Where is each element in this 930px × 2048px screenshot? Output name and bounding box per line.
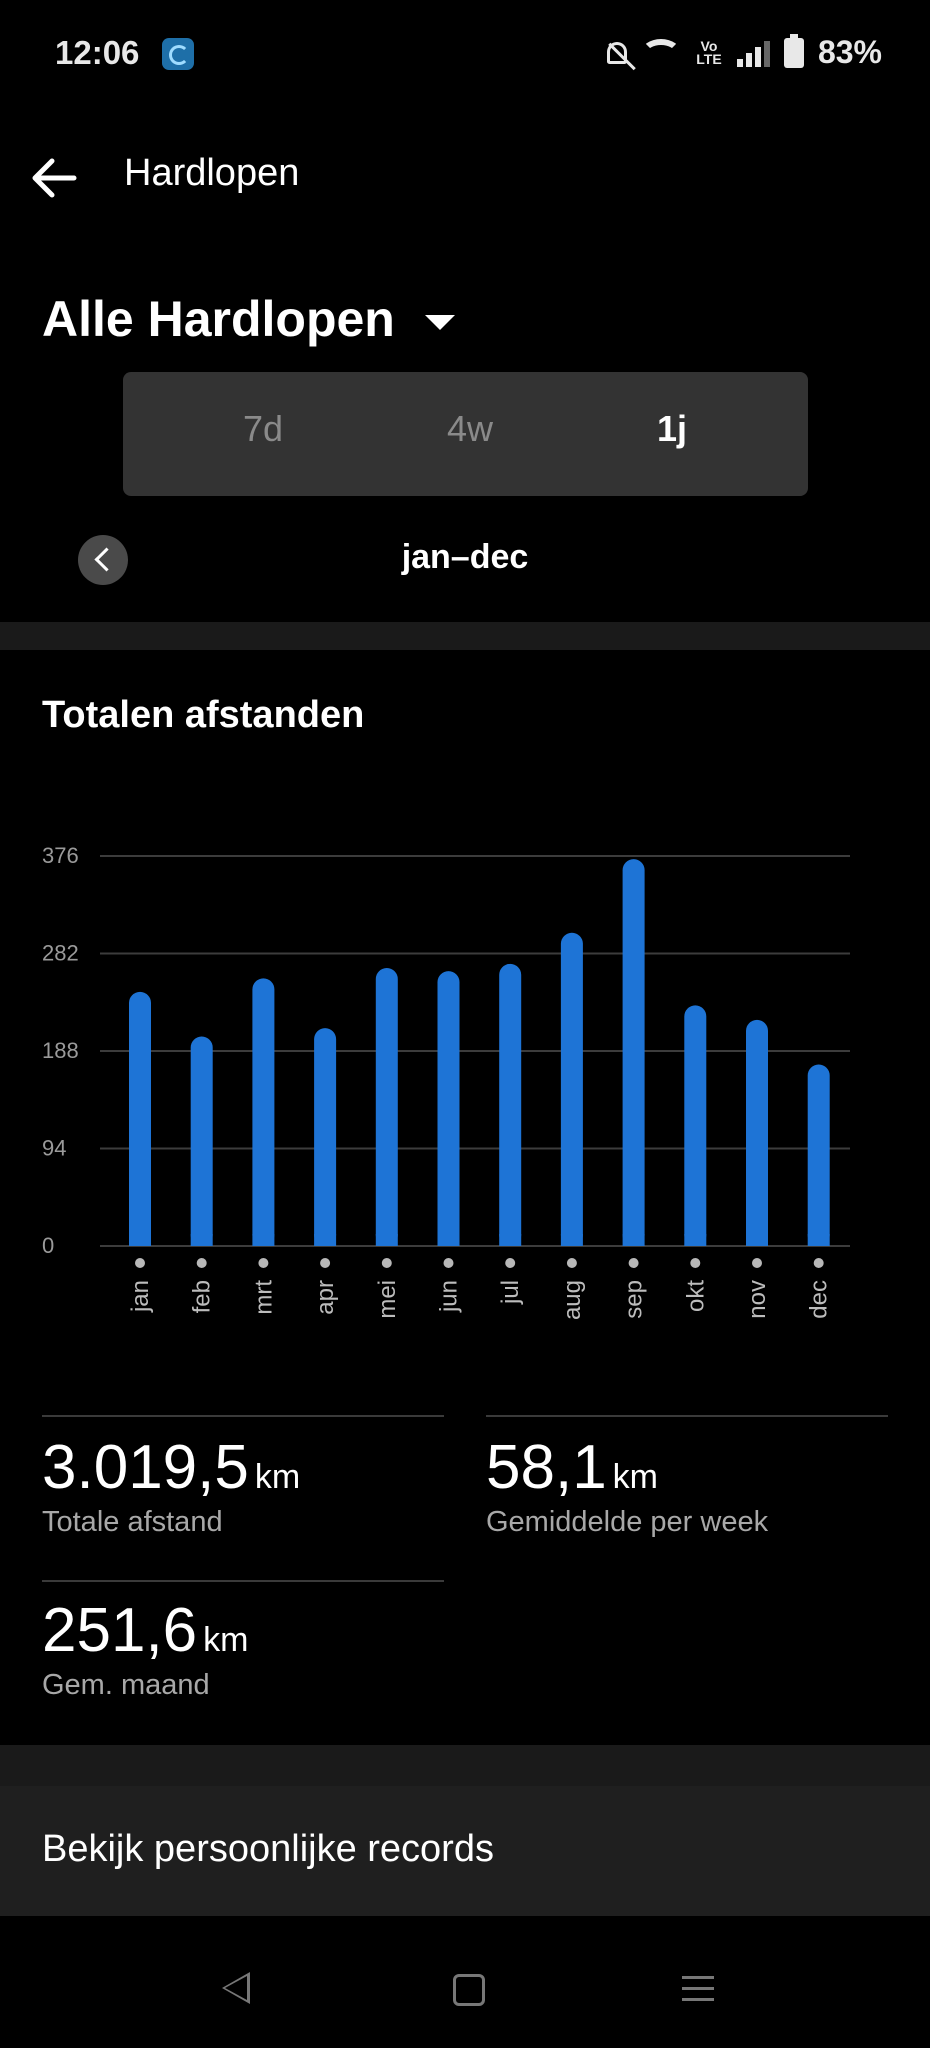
x-tick-label-jan: jan	[127, 1280, 154, 1313]
caret-down-icon	[424, 314, 455, 330]
bar-mei	[375, 968, 398, 1246]
weekly-average-value: 58,1 km	[486, 1432, 658, 1503]
y-tick-label: 376	[42, 843, 79, 868]
bar-base-apr	[314, 1234, 337, 1246]
personal-records-link[interactable]: Bekijk persoonlijke records	[0, 1786, 930, 1916]
stat-number: 58,1	[486, 1433, 607, 1502]
monthly-average-label: Gem. maand	[42, 1669, 210, 1701]
tab-1j[interactable]: 1j	[657, 408, 688, 449]
date-range-label: jan–dec	[401, 538, 529, 576]
weekly-average-label: Gemiddelde per week	[486, 1506, 769, 1538]
stat-number: 251,6	[42, 1596, 198, 1665]
bar-mrt	[252, 978, 275, 1246]
bar-jan	[129, 991, 151, 1246]
x-tick-dot	[690, 1258, 701, 1268]
bar-base-jul	[499, 1234, 522, 1246]
monthly-average-value: 251,6 km	[42, 1595, 248, 1666]
bar-feb	[190, 1036, 213, 1246]
bar-base-feb	[190, 1234, 213, 1246]
x-tick-dot	[628, 1258, 639, 1268]
y-tick-label: 0	[42, 1233, 54, 1258]
total-distance-label: Totale afstand	[42, 1506, 223, 1538]
bar-base-mei	[375, 1234, 398, 1246]
tab-4w[interactable]: 4w	[447, 408, 494, 449]
x-tick-label-feb: feb	[189, 1280, 216, 1313]
stat-unit: km	[612, 1458, 658, 1496]
bar-base-jan	[129, 1234, 151, 1246]
x-tick-label-mei: mei	[374, 1280, 401, 1319]
battery-percent: 83%	[817, 34, 882, 70]
x-tick-dot	[135, 1258, 145, 1268]
signal-icon	[736, 39, 770, 67]
bar-base-aug	[560, 1234, 583, 1246]
x-tick-dot	[566, 1258, 577, 1268]
bar-base-sep	[622, 1234, 645, 1246]
x-tick-label-sep: sep	[621, 1280, 648, 1319]
y-tick-label: 94	[42, 1136, 66, 1161]
bar-dec	[807, 1064, 830, 1246]
x-tick-label-mrt: mrt	[250, 1280, 277, 1315]
stat-divider	[42, 1415, 444, 1417]
stat-unit: km	[254, 1458, 301, 1496]
back-triangle-icon[interactable]	[222, 1972, 250, 2004]
bar-base-mrt	[252, 1234, 275, 1246]
x-tick-dot	[381, 1258, 392, 1268]
battery-icon	[783, 33, 804, 68]
period-segmented-control: 7d 4w 1j	[123, 372, 808, 496]
app-icon	[162, 38, 194, 70]
back-button[interactable]	[26, 150, 82, 206]
x-tick-dot	[813, 1258, 824, 1268]
total-distance-value: 3.019,5 km	[42, 1432, 300, 1503]
bar-jul	[499, 963, 522, 1246]
x-tick-label-dec: dec	[806, 1280, 833, 1319]
x-tick-label-jun: jun	[436, 1280, 463, 1313]
tab-7d[interactable]: 7d	[243, 408, 284, 449]
bar-okt	[684, 1005, 707, 1246]
section-divider	[0, 622, 930, 650]
bell-off-icon	[606, 41, 627, 64]
activity-dropdown[interactable]: Alle Hardlopen	[42, 290, 455, 348]
wifi-icon	[640, 38, 681, 67]
x-tick-label-okt: okt	[682, 1280, 709, 1312]
bar-sep	[622, 859, 645, 1246]
previous-period-button[interactable]	[78, 535, 128, 585]
stat-divider	[486, 1415, 888, 1417]
x-tick-dot	[752, 1258, 762, 1268]
y-tick-label: 188	[42, 1038, 79, 1063]
system-nav-bar	[0, 1936, 930, 2048]
bar-apr	[314, 1028, 337, 1246]
page-title: Hardlopen	[124, 152, 300, 194]
bar-aug	[560, 932, 583, 1246]
x-tick-label-apr: apr	[312, 1280, 339, 1315]
stat-number: 3.019,5	[42, 1433, 249, 1502]
x-tick-dot	[505, 1258, 516, 1268]
arrow-left-icon	[32, 158, 77, 198]
distance-bar-chart: 0 94 188 282 376 jan feb mrt apr mei jun jul aug sep o…	[42, 843, 850, 1320]
y-tick-label: 282	[42, 941, 79, 966]
personal-records-label: Bekijk persoonlijke records	[42, 1828, 494, 1870]
chart-title: Totalen afstanden	[42, 694, 365, 736]
x-tick-label-nov: nov	[744, 1280, 771, 1319]
x-tick-dot	[196, 1258, 207, 1268]
bar-jun	[437, 971, 460, 1246]
x-tick-dot	[258, 1258, 269, 1268]
bar-nov	[746, 1019, 768, 1246]
bar-base-jun	[437, 1234, 460, 1246]
section-divider	[0, 1745, 930, 1786]
activity-dropdown-label: Alle Hardlopen	[42, 291, 395, 347]
home-square-icon[interactable]	[453, 1974, 485, 2006]
stat-divider	[42, 1580, 444, 1582]
stat-unit: km	[203, 1621, 249, 1659]
status-icons: Vo LTE 83%	[606, 33, 882, 71]
bar-base-okt	[684, 1234, 707, 1246]
status-time: 12:06	[55, 34, 140, 71]
x-tick-label-jul: jul	[497, 1280, 524, 1305]
x-tick-label-aug: aug	[559, 1280, 586, 1320]
bar-base-nov	[746, 1234, 768, 1246]
x-tick-dot	[443, 1258, 454, 1268]
volte-icon: Vo LTE	[696, 37, 722, 67]
bar-base-dec	[807, 1234, 830, 1246]
x-tick-dot	[320, 1258, 331, 1268]
recents-menu-icon[interactable]	[682, 1976, 714, 2009]
